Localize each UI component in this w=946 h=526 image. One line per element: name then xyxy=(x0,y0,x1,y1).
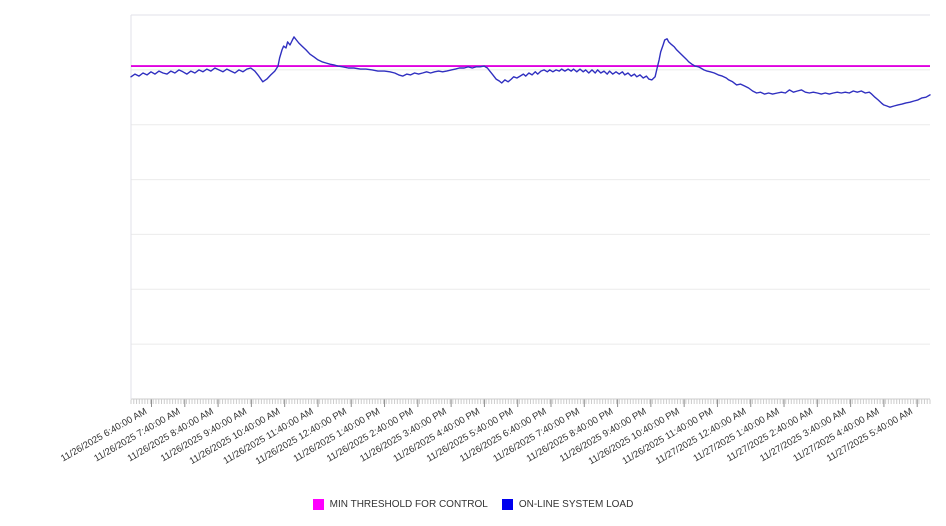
legend-item-system-load: ON-LINE SYSTEM LOAD xyxy=(501,499,634,510)
legend-label-system-load: ON-LINE SYSTEM LOAD xyxy=(518,499,634,510)
min-threshold-swatch-icon xyxy=(312,499,324,510)
system-load-line xyxy=(130,36,931,108)
system-load-swatch-icon xyxy=(501,499,513,510)
legend-label-min-threshold: MIN THRESHOLD FOR CONTROL xyxy=(329,499,488,510)
legend-item-min-threshold: MIN THRESHOLD FOR CONTROL xyxy=(312,499,488,510)
legend: MIN THRESHOLD FOR CONTROL ON-LINE SYSTEM… xyxy=(0,499,946,510)
